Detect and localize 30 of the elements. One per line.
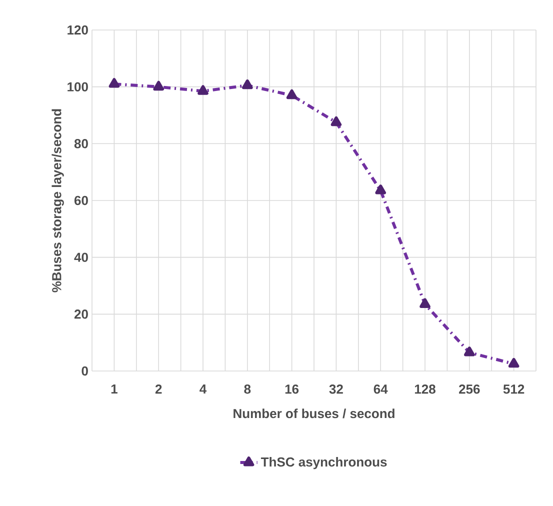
x-tick-label: 8 [244, 384, 251, 394]
point [108, 78, 120, 88]
x-tick-label: 4 [200, 384, 207, 394]
y-axis-title: %Buses storage layer/second [52, 109, 64, 292]
point [420, 298, 430, 308]
y-tick-label: 0 [82, 366, 88, 376]
y-tick-label: 40 [74, 252, 88, 262]
point [153, 80, 164, 91]
x-tick-label: 1 [111, 384, 118, 394]
y-tick-label: 20 [74, 310, 88, 319]
legend-label: ThSC asynchronous [260, 457, 387, 470]
x-tick-label: 16 [285, 384, 299, 394]
y-tick-label: 120 [68, 25, 88, 35]
y-tick-label: 60 [74, 196, 88, 206]
y-tick-label: 100 [68, 82, 88, 92]
point [242, 79, 253, 90]
x-tick-label: 512 [503, 384, 524, 394]
x-axis-title: Number of buses / second [234, 408, 394, 418]
x-tick-label: 256 [459, 384, 480, 394]
point [464, 346, 475, 356]
x-tick-label: 32 [329, 384, 343, 394]
x-tick-label: 128 [414, 384, 436, 394]
x-tick-label: 64 [374, 384, 388, 394]
point [508, 358, 520, 368]
y-tick-label: 80 [74, 139, 88, 148]
point [198, 85, 208, 95]
point [375, 184, 386, 194]
point [286, 89, 298, 100]
point [330, 116, 342, 126]
x-tick-label: 2 [155, 384, 162, 394]
